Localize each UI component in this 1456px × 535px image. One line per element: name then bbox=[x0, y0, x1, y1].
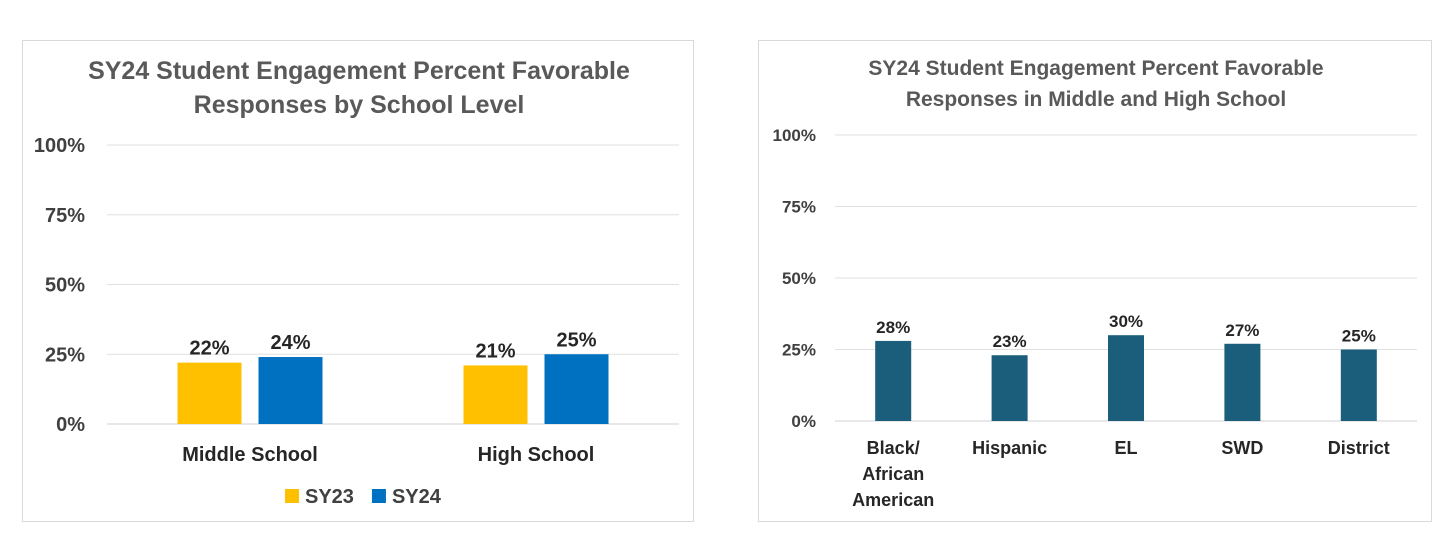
bar-value bbox=[875, 340, 912, 421]
data-label: 30% bbox=[1109, 312, 1143, 331]
chart-title-line: SY24 Student Engagement Percent Favorabl… bbox=[88, 57, 630, 85]
data-label: 24% bbox=[270, 332, 310, 354]
y-tick-label: 50% bbox=[45, 275, 85, 297]
y-tick-label: 75% bbox=[782, 197, 816, 216]
bar-chart-school-level: SY24 Student Engagement Percent Favorabl… bbox=[34, 57, 679, 508]
data-label: 27% bbox=[1225, 321, 1259, 340]
chart-title-line: Responses by School Level bbox=[194, 91, 525, 119]
category-label: High School bbox=[478, 444, 595, 466]
bar-value bbox=[1224, 343, 1261, 421]
category-label: African bbox=[862, 464, 924, 484]
bar-sy24 bbox=[258, 357, 323, 424]
y-tick-label: 75% bbox=[45, 205, 85, 227]
category-label: American bbox=[852, 490, 934, 510]
category-label: EL bbox=[1114, 438, 1137, 458]
legend-label: SY23 bbox=[305, 486, 354, 508]
y-tick-label: 100% bbox=[773, 126, 816, 145]
bar-sy23 bbox=[177, 362, 242, 424]
legend-label: SY24 bbox=[392, 486, 442, 508]
category-label: SWD bbox=[1221, 438, 1263, 458]
y-tick-label: 25% bbox=[782, 340, 816, 359]
category-label: Black/ bbox=[867, 438, 920, 458]
bar-value bbox=[1340, 349, 1377, 421]
data-label: 25% bbox=[1342, 327, 1376, 346]
data-label: 25% bbox=[556, 329, 596, 351]
data-label: 21% bbox=[475, 340, 515, 362]
chart-panel-subgroups: SY24 Student Engagement Percent Favorabl… bbox=[758, 40, 1432, 522]
legend-swatch bbox=[371, 489, 386, 503]
chart-title-line: Responses in Middle and High School bbox=[906, 88, 1286, 111]
data-label: 23% bbox=[993, 332, 1027, 351]
category-label: Middle School bbox=[182, 444, 318, 466]
category-label: Hispanic bbox=[972, 438, 1047, 458]
y-tick-label: 25% bbox=[45, 344, 85, 366]
bar-sy24 bbox=[544, 354, 609, 424]
bar-sy23 bbox=[463, 365, 528, 424]
y-tick-label: 0% bbox=[56, 414, 85, 436]
legend-swatch bbox=[285, 489, 299, 503]
chart-panel-school-level: SY24 Student Engagement Percent Favorabl… bbox=[22, 40, 694, 522]
bar-value bbox=[991, 355, 1028, 421]
category-label: District bbox=[1328, 438, 1390, 458]
y-tick-label: 0% bbox=[791, 412, 816, 431]
y-tick-label: 50% bbox=[782, 269, 816, 288]
data-label: 22% bbox=[189, 338, 229, 360]
data-label: 28% bbox=[876, 318, 910, 337]
y-tick-label: 100% bbox=[34, 135, 85, 157]
bar-chart-subgroups: SY24 Student Engagement Percent Favorabl… bbox=[773, 57, 1417, 510]
chart-title-line: SY24 Student Engagement Percent Favorabl… bbox=[868, 57, 1323, 80]
bar-value bbox=[1108, 335, 1144, 421]
